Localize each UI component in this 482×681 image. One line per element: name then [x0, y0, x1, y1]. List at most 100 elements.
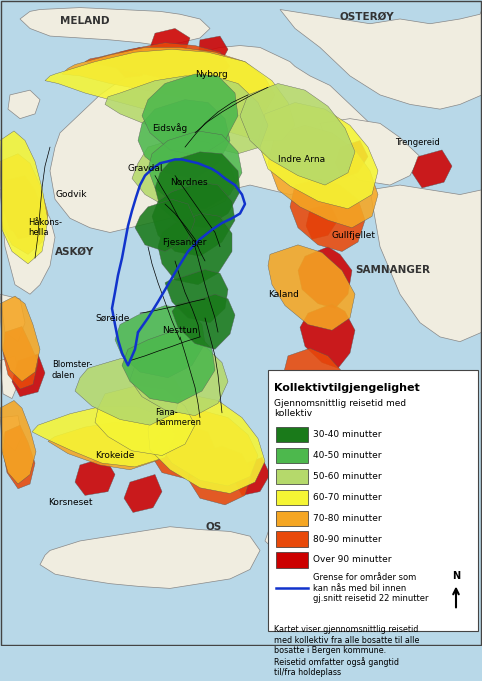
Polygon shape — [298, 247, 352, 308]
Polygon shape — [0, 294, 25, 342]
Text: 40-50 minutter: 40-50 minutter — [313, 451, 381, 460]
Text: Over 90 minutter: Over 90 minutter — [313, 556, 391, 565]
Polygon shape — [158, 410, 258, 486]
Bar — [268, 370, 478, 631]
Polygon shape — [115, 306, 205, 378]
Polygon shape — [45, 49, 295, 140]
Text: Kollektivtilgjengelighet: Kollektivtilgjengelighet — [274, 383, 420, 394]
Text: Fjesanger: Fjesanger — [162, 238, 206, 247]
Text: Krokeide: Krokeide — [95, 451, 134, 460]
Text: Nesttun: Nesttun — [162, 326, 198, 335]
Text: 80-90 minutter: 80-90 minutter — [313, 535, 382, 543]
Polygon shape — [62, 48, 275, 112]
Polygon shape — [138, 99, 230, 178]
Text: OS: OS — [205, 522, 221, 532]
Text: SAMNANGER: SAMNANGER — [355, 266, 430, 276]
Polygon shape — [235, 458, 270, 495]
Bar — [276, 448, 308, 463]
Text: Indre Arna: Indre Arna — [278, 155, 325, 164]
Bar — [276, 511, 308, 526]
Polygon shape — [0, 154, 48, 254]
Bar — [276, 490, 308, 505]
Text: Grense for områder som
kan nås med bil innen
gj.snitt reisetid 22 minutter: Grense for områder som kan nås med bil i… — [313, 573, 428, 603]
Text: Nordnes: Nordnes — [170, 178, 208, 187]
Polygon shape — [130, 343, 228, 415]
Polygon shape — [8, 90, 40, 118]
Text: 50-60 minutter: 50-60 minutter — [313, 472, 382, 481]
Polygon shape — [268, 245, 355, 330]
Text: N: N — [452, 571, 460, 581]
Text: Kaland: Kaland — [268, 289, 299, 299]
Polygon shape — [142, 74, 238, 157]
Polygon shape — [48, 422, 165, 470]
Text: 70-80 minutter: 70-80 minutter — [313, 513, 382, 523]
Polygon shape — [188, 446, 252, 505]
Text: Eidsvåg: Eidsvåg — [152, 123, 187, 133]
Polygon shape — [3, 425, 35, 489]
Text: Trengereid: Trengereid — [395, 138, 440, 147]
Polygon shape — [150, 425, 215, 479]
Text: Gravdal: Gravdal — [128, 164, 163, 174]
Text: Håkons-
hella: Håkons- hella — [28, 218, 62, 238]
Polygon shape — [0, 190, 55, 294]
Polygon shape — [148, 395, 265, 494]
Text: 30-40 minutter: 30-40 minutter — [313, 430, 381, 439]
Polygon shape — [20, 7, 210, 46]
Text: Gjennomsnittlig reisetid med
kollektiv: Gjennomsnittlig reisetid med kollektiv — [274, 398, 406, 418]
Polygon shape — [290, 178, 365, 251]
Bar — [276, 469, 308, 484]
Polygon shape — [282, 348, 352, 429]
Polygon shape — [85, 43, 230, 84]
Text: Fana-
hammeren: Fana- hammeren — [155, 408, 201, 427]
Polygon shape — [115, 48, 150, 78]
Polygon shape — [280, 10, 482, 109]
Text: Søreide: Søreide — [95, 313, 129, 322]
Polygon shape — [165, 270, 228, 323]
Text: Kartet viser gjennomsnittlig reisetid
med kollektiv fra alle bosatte til alle
bo: Kartet viser gjennomsnittlig reisetid me… — [274, 625, 419, 677]
Polygon shape — [240, 84, 355, 185]
Polygon shape — [158, 214, 232, 285]
Polygon shape — [198, 36, 228, 68]
Polygon shape — [0, 296, 40, 381]
Polygon shape — [40, 526, 260, 588]
Text: MELAND: MELAND — [60, 16, 109, 26]
Polygon shape — [32, 406, 175, 467]
Polygon shape — [12, 354, 45, 397]
Polygon shape — [105, 76, 268, 154]
Polygon shape — [300, 304, 355, 368]
Polygon shape — [95, 385, 195, 456]
Polygon shape — [148, 131, 242, 209]
Text: Korsneset: Korsneset — [48, 498, 93, 507]
Polygon shape — [135, 200, 195, 251]
Polygon shape — [3, 326, 38, 389]
Text: Godvik: Godvik — [55, 190, 86, 199]
Text: ASKØY: ASKØY — [55, 247, 94, 257]
Bar — [276, 427, 308, 442]
Polygon shape — [150, 29, 190, 57]
Polygon shape — [258, 103, 378, 209]
Bar — [276, 552, 308, 567]
Polygon shape — [268, 125, 378, 227]
Text: 60-70 minutter: 60-70 minutter — [313, 493, 382, 502]
Polygon shape — [320, 118, 420, 185]
Polygon shape — [0, 400, 36, 484]
Polygon shape — [124, 475, 162, 513]
Text: Blomster-
dalen: Blomster- dalen — [52, 360, 93, 380]
Polygon shape — [152, 183, 235, 256]
Polygon shape — [265, 518, 370, 565]
Polygon shape — [3, 176, 42, 237]
Text: OSTERØY: OSTERØY — [340, 12, 395, 22]
Polygon shape — [155, 152, 240, 227]
Polygon shape — [0, 131, 48, 264]
Text: Gullfjellet: Gullfjellet — [332, 231, 376, 240]
Polygon shape — [306, 204, 338, 239]
Polygon shape — [370, 185, 482, 342]
Polygon shape — [75, 458, 115, 495]
Text: Nyborg: Nyborg — [195, 69, 228, 78]
Polygon shape — [412, 150, 452, 188]
Polygon shape — [335, 140, 368, 178]
Polygon shape — [122, 330, 215, 403]
Polygon shape — [172, 294, 235, 349]
Polygon shape — [132, 138, 235, 214]
Polygon shape — [50, 46, 375, 232]
